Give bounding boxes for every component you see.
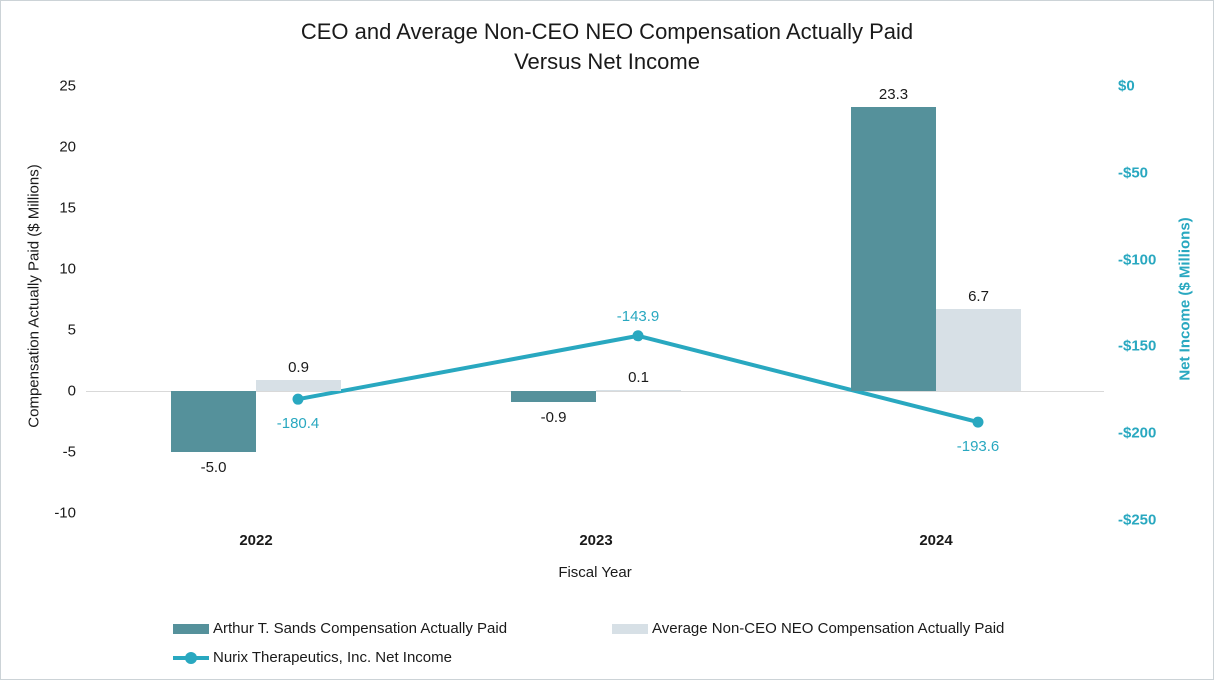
line-point-2024 — [972, 416, 984, 428]
x-tick-label-2024: 2024 — [919, 532, 953, 549]
right-tick-label: -$100 — [1118, 251, 1157, 269]
bar-neo-2023 — [596, 389, 681, 391]
bar-neo-2024 — [936, 309, 1021, 391]
net-income-line-swatch-icon — [173, 651, 209, 664]
right-axis-title: Net Income ($ Millions) — [1176, 217, 1194, 381]
legend-label-ceo: Arthur T. Sands Compensation Actually Pa… — [213, 620, 508, 637]
bar-ceo-2024 — [851, 106, 936, 391]
line-value-label: -143.9 — [616, 307, 660, 325]
left-tick-label: -10 — [54, 504, 76, 522]
bar-value-label: -5.0 — [200, 459, 227, 476]
legend-item-net-income-line: Nurix Therapeutics, Inc. Net Income — [173, 649, 452, 666]
left-tick-label: 20 — [59, 138, 76, 156]
left-tick-label: 10 — [59, 260, 76, 278]
right-tick-label: -$250 — [1118, 511, 1157, 529]
bar-ceo-2023 — [511, 391, 596, 402]
line-value-label: -180.4 — [276, 415, 320, 433]
legend-item-neo-bar: Average Non-CEO NEO Compensation Actuall… — [612, 620, 1004, 637]
neo-bar-swatch-icon — [612, 623, 648, 634]
ceo-bar-swatch-icon — [173, 623, 209, 634]
bar-value-label: 0.1 — [628, 368, 649, 386]
bar-ceo-2022 — [171, 391, 256, 452]
chart-title: CEO and Average Non-CEO NEO Compensation… — [300, 19, 914, 74]
right-tick-label: $0 — [1118, 77, 1135, 95]
left-tick-label: 5 — [67, 321, 76, 339]
line-point-2022 — [292, 393, 304, 405]
x-axis-title: Fiscal Year — [558, 564, 632, 581]
bar-value-label: 23.3 — [878, 85, 909, 103]
left-tick-label: 0 — [67, 382, 76, 400]
legend-item-ceo-bar: Arthur T. Sands Compensation Actually Pa… — [173, 620, 507, 637]
legend-label-net-income: Nurix Therapeutics, Inc. Net Income — [213, 649, 452, 666]
left-tick-label: 25 — [59, 77, 76, 95]
x-tick-label-2023: 2023 — [579, 532, 613, 549]
bar-value-label: 6.7 — [968, 288, 989, 306]
left-tick-label: 15 — [59, 199, 76, 217]
right-tick-label: -$50 — [1118, 164, 1149, 182]
bar-neo-2022 — [256, 380, 341, 391]
legend-label-neo: Average Non-CEO NEO Compensation Actuall… — [652, 620, 1005, 637]
net-income-dot-icon — [185, 651, 197, 664]
bar-value-label: -0.9 — [540, 408, 567, 426]
line-point-2023 — [632, 330, 644, 342]
right-tick-label: -$200 — [1118, 424, 1157, 442]
x-tick-label-2022: 2022 — [239, 532, 273, 549]
left-tick-label: -5 — [62, 443, 76, 461]
right-tick-label: -$150 — [1118, 337, 1157, 355]
line-value-label: -193.6 — [956, 438, 1000, 456]
bar-value-label: 0.9 — [288, 359, 309, 377]
